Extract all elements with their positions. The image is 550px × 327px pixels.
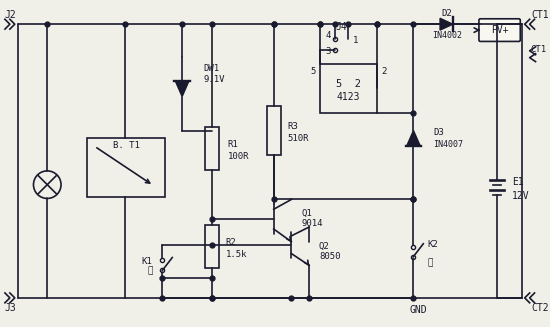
Text: 510R: 510R	[288, 134, 309, 143]
Text: K2: K2	[427, 240, 438, 249]
Text: J4: J4	[336, 22, 348, 32]
Text: DW1: DW1	[204, 64, 220, 73]
Text: Q2: Q2	[319, 242, 329, 251]
Text: R1: R1	[227, 140, 238, 149]
Text: 开: 开	[427, 258, 433, 267]
Text: R3: R3	[288, 122, 298, 131]
Text: 3: 3	[325, 47, 331, 56]
Text: PV+: PV+	[491, 25, 508, 35]
Text: 8050: 8050	[319, 252, 340, 261]
Text: 5  2: 5 2	[336, 79, 361, 89]
Text: 关: 关	[147, 267, 152, 276]
Bar	[205, 225, 218, 268]
Text: E1: E1	[512, 177, 524, 187]
Text: 4: 4	[325, 30, 331, 40]
Text: K1: K1	[142, 257, 152, 266]
Bar	[205, 127, 218, 170]
Text: 1: 1	[353, 36, 358, 45]
Polygon shape	[406, 130, 420, 146]
Text: GND: GND	[410, 305, 427, 315]
Text: 100R: 100R	[227, 152, 249, 161]
Polygon shape	[175, 81, 189, 96]
Text: Q1: Q1	[301, 209, 312, 218]
Text: J3: J3	[4, 303, 16, 313]
Text: B. T1: B. T1	[113, 141, 140, 150]
Text: IN4007: IN4007	[433, 140, 463, 149]
Text: CT1: CT1	[532, 10, 549, 20]
Text: 5: 5	[310, 67, 316, 76]
Text: R2: R2	[226, 238, 236, 247]
Text: 1.5k: 1.5k	[226, 250, 247, 259]
Text: CT1: CT1	[531, 45, 547, 54]
Text: 9014: 9014	[301, 218, 323, 228]
Polygon shape	[440, 18, 453, 30]
Text: D2: D2	[442, 9, 452, 18]
Bar	[87, 138, 166, 198]
Text: D3: D3	[433, 128, 444, 137]
Text: 2: 2	[381, 67, 387, 76]
Bar	[320, 63, 377, 113]
Text: IN4002: IN4002	[432, 30, 462, 40]
Text: 12V: 12V	[512, 192, 530, 201]
Bar	[267, 106, 280, 155]
Text: 9.1V: 9.1V	[204, 75, 226, 84]
FancyBboxPatch shape	[479, 19, 520, 42]
Text: J2: J2	[4, 10, 16, 20]
Text: CT2: CT2	[532, 303, 549, 313]
Text: 4123: 4123	[337, 92, 360, 102]
